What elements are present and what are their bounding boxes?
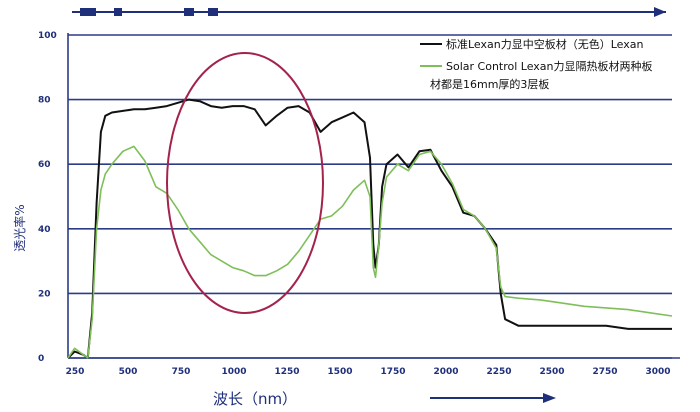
- x-tick-250: 250: [66, 367, 85, 377]
- x-tick-2250: 2250: [486, 367, 511, 377]
- bottom-arrow: [430, 393, 556, 403]
- x-tick-750: 750: [172, 367, 191, 377]
- series-line-1: [67, 145, 673, 359]
- x-tick-500: 500: [119, 367, 138, 377]
- top-bar-marker-2: [184, 8, 194, 16]
- y-tick-60: 60: [38, 160, 51, 170]
- highlight-ellipse: [166, 52, 324, 314]
- top-bar-marker-1: [114, 8, 122, 16]
- y-tick-20: 20: [38, 289, 51, 299]
- legend-entry-1: Solar Control Lexan力显隔热板材两种板: [446, 59, 653, 73]
- x-tick-2500: 2500: [539, 367, 564, 377]
- x-tick-1750: 1750: [380, 367, 405, 377]
- y-tick-0: 0: [38, 354, 44, 364]
- x-tick-2750: 2750: [592, 367, 617, 377]
- top-bar-marker-3: [208, 8, 218, 16]
- y-tick-labels: 0 20 40 60 80 100: [38, 31, 57, 364]
- x-tick-3000: 3000: [645, 367, 670, 377]
- x-tick-2000: 2000: [433, 367, 458, 377]
- bottom-arrowhead: [543, 393, 556, 403]
- legend-entry-0: 标准Lexan力显中空板材（无色）Lexan: [446, 37, 643, 51]
- x-tick-1250: 1250: [274, 367, 299, 377]
- legend: 标准Lexan力显中空板材（无色）Lexan Solar Control Lexa…: [420, 37, 653, 91]
- x-tick-labels: 250 500 750 1000 1250 1500 1750 2000 2250 2500 275…: [66, 367, 671, 377]
- y-axis-label: 透光率%: [12, 204, 27, 251]
- y-tick-40: 40: [38, 225, 51, 235]
- y-tick-80: 80: [38, 96, 51, 106]
- series-lines: [67, 98, 673, 359]
- legend-entry-2: 材都是16mm厚的3层板: [430, 77, 549, 91]
- x-tick-1500: 1500: [327, 367, 352, 377]
- x-tick-1000: 1000: [221, 367, 246, 377]
- axes: [67, 33, 680, 359]
- top-wavelength-bar: [72, 7, 666, 17]
- x-axis-label: 波长（nm）: [213, 390, 297, 408]
- y-tick-100: 100: [38, 31, 57, 41]
- top-bar-marker-0: [80, 8, 96, 16]
- top-bar-arrowhead: [654, 7, 666, 17]
